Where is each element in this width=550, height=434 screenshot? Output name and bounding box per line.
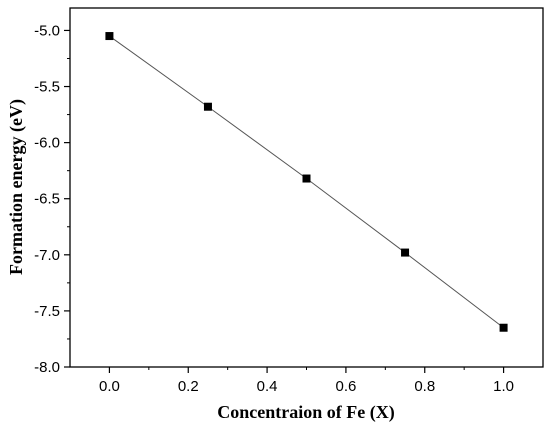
x-tick-label: 0.8 bbox=[414, 378, 435, 395]
x-axis-title: Concentraion of Fe (X) bbox=[217, 402, 394, 423]
y-axis-title: Formation energy (eV) bbox=[6, 99, 27, 275]
y-tick-label: -8.0 bbox=[34, 359, 60, 376]
y-tick-label: -7.5 bbox=[34, 303, 60, 320]
data-series bbox=[105, 32, 508, 332]
x-tick-label: 0.6 bbox=[335, 378, 356, 395]
data-point bbox=[203, 102, 212, 111]
x-tick-label: 0.4 bbox=[257, 378, 278, 395]
x-tick-label: 0.2 bbox=[178, 378, 199, 395]
data-point bbox=[499, 323, 508, 332]
y-tick-label: -7.0 bbox=[34, 247, 60, 264]
data-point bbox=[302, 174, 311, 183]
x-axis-ticks: 0.0 0.2 0.4 0.6 0.8 1.0 bbox=[99, 367, 514, 395]
data-point bbox=[401, 248, 410, 257]
x-tick-label: 0.0 bbox=[99, 378, 120, 395]
x-tick-label: 1.0 bbox=[493, 378, 514, 395]
y-tick-label: -5.5 bbox=[34, 79, 60, 96]
y-axis-ticks: -5.0 -5.5 -6.0 -6.5 -7.0 -7.5 -8.0 bbox=[34, 22, 70, 376]
plot-area-frame bbox=[69, 7, 544, 368]
y-tick-label: -6.0 bbox=[34, 135, 60, 152]
y-tick-label: -6.5 bbox=[34, 191, 60, 208]
y-tick-label: -5.0 bbox=[34, 22, 60, 39]
data-point bbox=[105, 32, 114, 41]
